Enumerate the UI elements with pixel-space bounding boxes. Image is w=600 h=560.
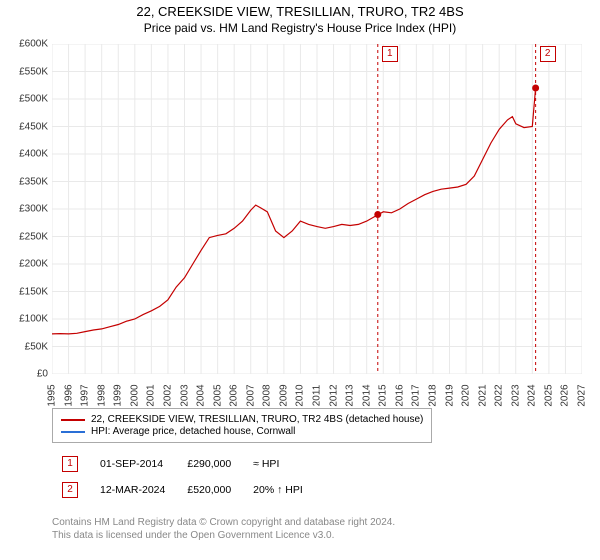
- x-tick-label: 2014: [361, 384, 372, 406]
- y-tick-label: £100K: [19, 314, 48, 325]
- sale-price: £520,000: [177, 478, 241, 502]
- x-tick-label: 2011: [312, 385, 323, 407]
- table-row: 2 12-MAR-2024£520,00020% ↑ HPI: [52, 478, 313, 502]
- footer-line1: Contains HM Land Registry data © Crown c…: [52, 516, 395, 529]
- x-tick-label: 2020: [461, 384, 472, 406]
- y-tick-label: £0: [37, 369, 48, 380]
- x-tick-label: 1996: [63, 384, 74, 406]
- x-tick-label: 2001: [146, 384, 157, 406]
- legend-item: 22, CREEKSIDE VIEW, TRESILLIAN, TRURO, T…: [61, 414, 423, 425]
- chart-subtitle: Price paid vs. HM Land Registry's House …: [0, 21, 600, 35]
- y-tick-label: £350K: [19, 176, 48, 187]
- x-tick-label: 2008: [262, 384, 273, 406]
- x-tick-label: 2015: [378, 384, 389, 406]
- chart: £0£50K£100K£150K£200K£250K£300K£350K£400…: [52, 44, 582, 404]
- legend-label: 22, CREEKSIDE VIEW, TRESILLIAN, TRURO, T…: [91, 414, 423, 425]
- x-tick-label: 1999: [113, 384, 124, 406]
- x-tick-label: 2025: [543, 384, 554, 406]
- x-tick-label: 2019: [444, 384, 455, 406]
- sale-marker-icon: 1: [62, 456, 78, 472]
- x-tick-label: 2005: [212, 384, 223, 406]
- legend-item: HPI: Average price, detached house, Corn…: [61, 426, 423, 437]
- x-tick-label: 2006: [229, 384, 240, 406]
- x-tick-label: 2000: [129, 384, 140, 406]
- table-row: 1 01-SEP-2014£290,000≈ HPI: [52, 452, 313, 476]
- x-tick-label: 2018: [427, 384, 438, 406]
- x-tick-label: 2021: [477, 384, 488, 406]
- x-tick-label: 2010: [295, 384, 306, 406]
- x-tick-label: 2009: [278, 384, 289, 406]
- x-tick-label: 1995: [47, 384, 58, 406]
- sale-price: £290,000: [177, 452, 241, 476]
- legend-swatch: [61, 419, 85, 421]
- sale-delta: 20% ↑ HPI: [243, 478, 313, 502]
- x-tick-label: 2013: [345, 384, 356, 406]
- x-tick-label: 1997: [80, 384, 91, 406]
- y-tick-label: £50K: [25, 341, 48, 352]
- y-tick-label: £250K: [19, 231, 48, 242]
- x-tick-label: 2023: [510, 384, 521, 406]
- title-block: 22, CREEKSIDE VIEW, TRESILLIAN, TRURO, T…: [0, 0, 600, 37]
- x-tick-label: 2016: [394, 384, 405, 406]
- legend-swatch: [61, 431, 85, 433]
- x-tick-label: 1998: [96, 384, 107, 406]
- x-tick-label: 2002: [162, 384, 173, 406]
- y-tick-label: £550K: [19, 66, 48, 77]
- x-tick-label: 2004: [196, 384, 207, 406]
- sales-table: 1 01-SEP-2014£290,000≈ HPI 2 12-MAR-2024£52…: [50, 450, 315, 504]
- footer-line2: This data is licensed under the Open Gov…: [52, 529, 395, 542]
- x-tick-label: 2012: [328, 384, 339, 406]
- y-tick-label: £200K: [19, 259, 48, 270]
- x-tick-label: 2026: [560, 384, 571, 406]
- sale-date: 12-MAR-2024: [90, 478, 175, 502]
- sale-date: 01-SEP-2014: [90, 452, 175, 476]
- x-tick-label: 2027: [577, 384, 588, 406]
- y-tick-label: £400K: [19, 149, 48, 160]
- sale-marker-flag: 2: [540, 46, 556, 62]
- y-tick-label: £300K: [19, 204, 48, 215]
- sale-marker-icon: 2: [62, 482, 78, 498]
- sale-marker-flag: 1: [382, 46, 398, 62]
- y-tick-label: £450K: [19, 121, 48, 132]
- y-tick-label: £150K: [19, 286, 48, 297]
- x-tick-label: 2003: [179, 384, 190, 406]
- x-tick-label: 2022: [494, 384, 505, 406]
- legend-label: HPI: Average price, detached house, Corn…: [91, 426, 295, 437]
- y-tick-label: £600K: [19, 39, 48, 50]
- chart-title: 22, CREEKSIDE VIEW, TRESILLIAN, TRURO, T…: [0, 4, 600, 19]
- x-tick-label: 2017: [411, 384, 422, 406]
- footer: Contains HM Land Registry data © Crown c…: [52, 516, 395, 542]
- chart-svg: [52, 44, 582, 374]
- x-tick-label: 2024: [527, 384, 538, 406]
- x-tick-label: 2007: [245, 384, 256, 406]
- y-tick-label: £500K: [19, 94, 48, 105]
- sale-delta: ≈ HPI: [243, 452, 313, 476]
- legend: 22, CREEKSIDE VIEW, TRESILLIAN, TRURO, T…: [52, 408, 432, 443]
